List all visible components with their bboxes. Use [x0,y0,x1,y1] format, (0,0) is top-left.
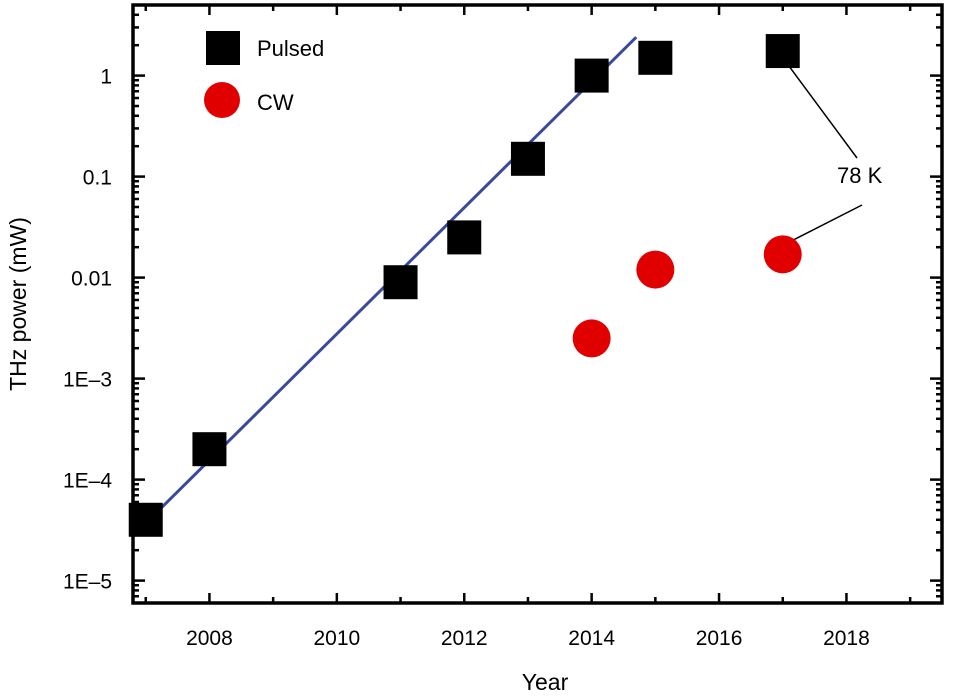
pulsed-point [383,265,418,300]
y-tick-label: 1E–5 [63,571,112,594]
pulsed-point [447,220,482,255]
y-tick-label: 1 [100,66,112,89]
pulsed-point [510,141,545,176]
pulsed-point [574,58,609,93]
plot-frame [131,3,944,605]
x-tick-label: 2014 [568,627,615,650]
pulsed-point [638,40,673,75]
axis-tick-labels: 2008 2010 2012 2014 2016 2018 1E–5 1E–4 1E–3 0.01… [63,66,870,650]
legend-cw-label: CW [257,90,294,115]
leader-line-cw [788,204,863,243]
y-tick-label: 1E–4 [63,470,112,493]
pulsed-point [128,502,163,537]
cw-point [572,319,611,358]
x-tick-label: 2008 [186,627,233,650]
legend-pulsed-label: Pulsed [257,36,324,61]
y-tick-label: 0.1 [83,167,112,190]
pulsed-point [192,432,227,467]
y-tick-label: 1E–3 [63,369,112,392]
cw-point [763,235,802,274]
x-tick-label: 2018 [823,627,870,650]
y-tick-label: 0.01 [71,268,112,291]
x-tick-label: 2010 [313,627,360,650]
axis-ticks [133,3,942,605]
legend-pulsed-marker [206,31,240,65]
legend: Pulsed CW [204,31,324,118]
pulsed-point [765,34,800,69]
x-tick-label: 2012 [441,627,488,650]
annotation-leader-lines [786,62,863,243]
data-markers [128,34,802,537]
legend-cw-marker [204,82,240,118]
leader-line-pulsed [786,62,858,159]
annotation-78k: 78 K [837,163,883,188]
cw-point [636,250,675,289]
y-axis-title: THz power (mW) [5,217,31,391]
x-tick-label: 2016 [696,627,743,650]
x-axis-title: Year [522,669,569,695]
